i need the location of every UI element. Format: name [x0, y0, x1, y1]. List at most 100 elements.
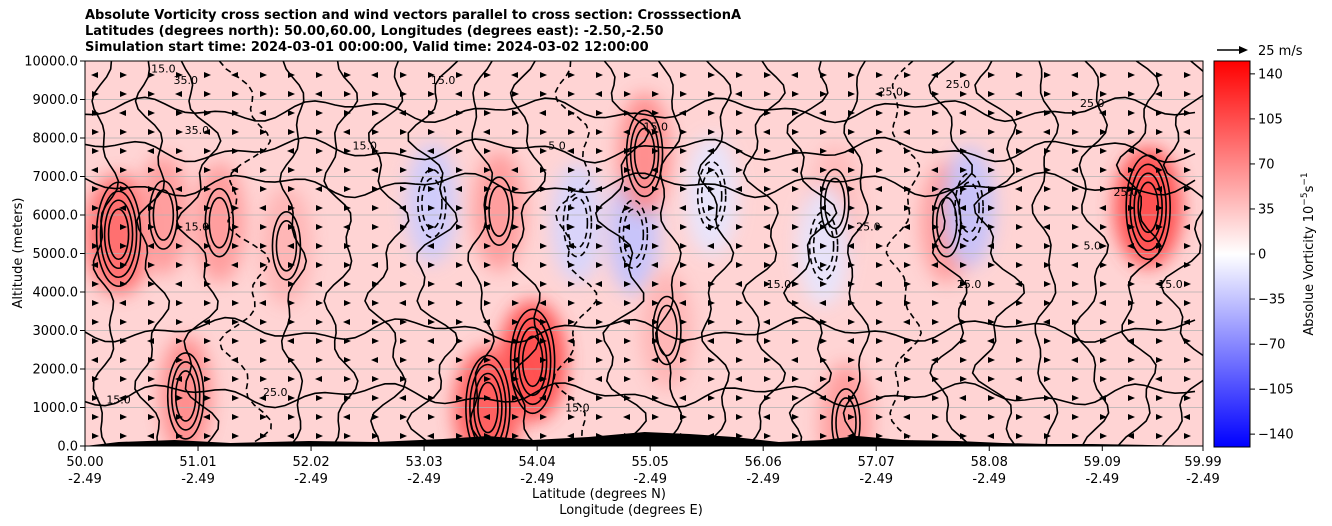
- wind-vector: [1044, 300, 1051, 306]
- x-tick-label-lon: -2.49: [294, 472, 328, 487]
- wind-vector: [876, 433, 883, 439]
- wind-vector: [288, 376, 295, 382]
- wind-vector: [988, 300, 995, 306]
- wind-vector: [959, 205, 966, 211]
- wind-vector: [148, 205, 155, 211]
- wind-vector: [316, 300, 323, 306]
- wind-vector: [1100, 357, 1107, 363]
- wind-vector: [455, 186, 462, 192]
- wind-vector: [652, 91, 659, 97]
- wind-vector: [932, 300, 939, 306]
- wind-vector: [540, 186, 547, 192]
- wind-vector: [904, 338, 911, 344]
- wind-vector: [484, 300, 491, 306]
- wind-vector: [428, 129, 435, 135]
- wind-vector: [315, 376, 322, 382]
- wind-vector: [512, 376, 519, 382]
- wind-vector: [848, 319, 855, 325]
- wind-vector: [848, 357, 855, 363]
- wind-vector: [512, 433, 519, 439]
- wind-vector: [568, 205, 575, 211]
- wind-vector: [344, 243, 351, 249]
- wind-vector: [1016, 72, 1023, 78]
- wind-vector: [568, 110, 575, 116]
- wind-vector: [204, 262, 211, 268]
- wind-vector: [931, 167, 938, 173]
- wind-vector: [1099, 110, 1106, 116]
- wind-vector: [176, 395, 183, 401]
- wind-vector: [960, 224, 967, 230]
- wind-vector: [988, 262, 995, 268]
- wind-vector: [1071, 72, 1078, 78]
- wind-vector: [92, 243, 99, 249]
- wind-vector: [120, 167, 127, 173]
- contour-ring: [820, 168, 850, 239]
- wind-vector: [847, 338, 854, 344]
- wind-vector: [1016, 262, 1023, 268]
- wind-vector: [512, 148, 519, 154]
- contour-lines: [85, 61, 1203, 446]
- wind-vector: [483, 414, 490, 420]
- wind-vector: [988, 319, 995, 325]
- wind-vector: [876, 395, 883, 401]
- contour-ring: [477, 381, 499, 434]
- wind-vector: [904, 148, 911, 154]
- wind-vector: [708, 186, 715, 192]
- wind-vector: [288, 395, 295, 401]
- wind-vector: [316, 262, 323, 268]
- wind-vector: [904, 281, 911, 287]
- wind-vector: [259, 300, 266, 306]
- wind-vector: [960, 338, 967, 344]
- wind-vector: [1128, 224, 1135, 230]
- wind-vectors: [91, 72, 1191, 439]
- contour-label: 35.0: [173, 74, 198, 87]
- wind-vector: [1128, 167, 1135, 173]
- wind-vector: [988, 72, 995, 78]
- wind-vector: [708, 129, 715, 135]
- contour-label: -5.0: [544, 140, 565, 153]
- contour-label: 25.0: [1080, 97, 1105, 110]
- wind-vector: [204, 300, 211, 306]
- wind-vector: [876, 148, 883, 154]
- wind-vector: [819, 205, 826, 211]
- wind-vector: [736, 262, 743, 268]
- wind-vector: [679, 300, 686, 306]
- wind-vector: [204, 72, 211, 78]
- wind-vector: [232, 205, 239, 211]
- wind-vector: [1128, 91, 1135, 97]
- wind-vector: [1044, 243, 1051, 249]
- contour-ring: [835, 397, 857, 446]
- wind-vector: [148, 186, 155, 192]
- y-tick-label: 8000.0: [33, 132, 79, 147]
- wind-vector: [988, 224, 995, 230]
- wind-vector: [708, 72, 715, 78]
- wind-vector: [456, 148, 463, 154]
- wind-vector: [427, 433, 434, 439]
- contour-line: [654, 61, 683, 446]
- wind-vector: [932, 148, 939, 154]
- wind-vector: [568, 281, 575, 287]
- wind-vector: [1184, 357, 1191, 363]
- wind-vector: [400, 281, 407, 287]
- wind-vector: [1044, 110, 1051, 116]
- contour-ring: [170, 361, 201, 431]
- wind-vector: [624, 167, 631, 173]
- wind-vector: [539, 300, 546, 306]
- x-tick-label-lat: 59.09: [1084, 455, 1121, 470]
- wind-vector: [903, 414, 910, 420]
- wind-vector: [763, 129, 770, 135]
- contour-ring: [824, 177, 846, 230]
- wind-vector: [147, 338, 154, 344]
- wind-vector: [456, 243, 463, 249]
- wind-vector: [371, 357, 378, 363]
- wind-vector: [1100, 281, 1107, 287]
- wind-vector: [232, 376, 239, 382]
- wind-vector: [400, 376, 407, 382]
- wind-vector: [1128, 300, 1135, 306]
- colorbar-gradient: [1213, 60, 1251, 448]
- wind-vector: [148, 72, 155, 78]
- wind-vector: [456, 167, 463, 173]
- wind-vector: [736, 205, 743, 211]
- wind-vector: [428, 91, 435, 97]
- wind-vector: [904, 91, 911, 97]
